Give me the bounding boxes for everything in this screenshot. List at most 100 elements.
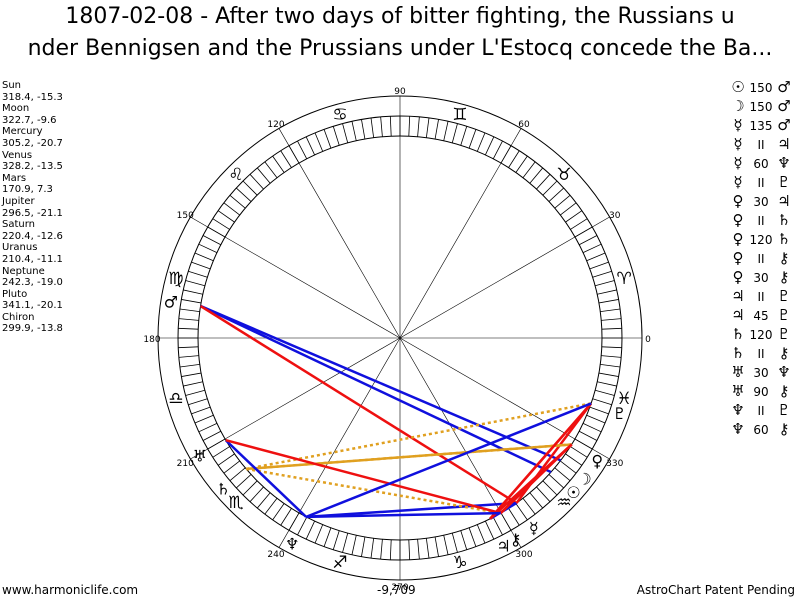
degree-label: 90 (394, 87, 406, 97)
planet-list-position: 305.2, -20.7 (2, 137, 63, 149)
degree-tick (188, 270, 208, 278)
aspect-type-label: 120 (749, 233, 773, 247)
degree-tick (332, 530, 340, 550)
degree-tick (351, 535, 357, 555)
aspect-row: ♆ 60 ⚷ (730, 420, 792, 439)
degree-tick (425, 117, 430, 138)
aspect-planet1-glyph: ♀ (732, 268, 744, 286)
degree-tick (492, 140, 503, 160)
planet-list-position: 170.9, 7.3 (2, 184, 53, 196)
aspect-line (245, 402, 592, 471)
degree-tick (536, 174, 551, 190)
degree-tick (560, 202, 577, 216)
degree-tick (223, 202, 240, 216)
aspect-type-label: 45 (753, 309, 769, 323)
degree-tick (601, 327, 622, 330)
degree-tick (242, 180, 258, 196)
aspect-row: ☉ 150 ♂ (730, 78, 792, 97)
planet-list-name: Mars (2, 172, 27, 184)
zodiac-aquarius-icon: ♒ (556, 493, 571, 513)
zodiac-pisces-icon: ♓ (616, 389, 631, 409)
degree-tick (460, 126, 468, 146)
degree-tick (183, 381, 203, 387)
degree-tick (548, 474, 564, 489)
planet-list-position: 296.5, -21.1 (2, 207, 63, 219)
aspect-planet1-glyph: ☽ (731, 97, 745, 115)
degree-tick (188, 398, 208, 406)
planet-list-name: Mercury (2, 126, 43, 138)
footer-website: www.harmoniclife.com (2, 583, 139, 597)
aspect-planet2-glyph: ⚷ (778, 268, 790, 286)
degree-tick (548, 187, 564, 202)
aspect-planet1-glyph: ♄ (731, 344, 745, 362)
degree-tick (179, 363, 200, 368)
degree-tick (425, 538, 430, 559)
degree-tick (417, 539, 420, 560)
degree-tick (217, 453, 235, 466)
aspect-line (245, 467, 501, 515)
footer-patent-note: AstroChart Patent Pending (636, 583, 795, 597)
degree-tick (198, 423, 218, 433)
degree-tick (565, 210, 583, 223)
degree-tick (223, 460, 240, 474)
aspect-type-label: 60 (753, 157, 769, 171)
moon-icon: ☽ (577, 470, 591, 489)
aspect-type-label: 120 (749, 328, 773, 342)
degree-tick (178, 355, 199, 358)
degree-tick (582, 243, 602, 253)
degree-tick (492, 516, 503, 536)
degree-tick (515, 155, 528, 173)
aspect-planet1-glyph: ☉ (731, 78, 745, 96)
spoke-line (399, 337, 610, 460)
degree-tick (600, 308, 621, 313)
zodiac-aries-icon: ♈ (616, 269, 631, 289)
degree-tick (370, 117, 375, 138)
aspect-line (224, 439, 307, 518)
degree-tick (297, 516, 308, 536)
degree-tick (314, 524, 324, 544)
degree-tick (305, 136, 315, 156)
zodiac-taurus-icon: ♉ (556, 165, 571, 185)
degree-tick (194, 414, 214, 424)
degree-tick (342, 123, 349, 143)
aspect-line (246, 443, 572, 471)
degree-tick (522, 498, 536, 515)
degree-tick (236, 187, 252, 202)
aspect-planet2-glyph: ♄ (777, 230, 791, 248)
degree-tick (451, 533, 458, 553)
zodiac-scorpio-icon: ♏ (228, 493, 243, 513)
aspect-type-label: 30 (753, 366, 769, 380)
aspect-planet1-glyph: ♅ (731, 363, 745, 381)
aspect-planet2-glyph: ⚷ (778, 420, 790, 438)
degree-tick (601, 318, 622, 321)
zodiac-libra-icon: ♎ (168, 389, 183, 409)
degree-tick (389, 539, 392, 560)
degree-tick (272, 503, 285, 521)
degree-tick (476, 524, 486, 544)
aspect-planet2-glyph: ♇ (777, 306, 791, 324)
degree-tick (179, 308, 200, 313)
degree-tick (570, 446, 588, 458)
aspect-row: ♃ 45 ♇ (730, 306, 792, 325)
degree-tick (586, 414, 606, 424)
degree-tick (280, 150, 292, 168)
aspect-planet2-glyph: ♇ (777, 287, 791, 305)
degree-tick (601, 355, 622, 358)
aspect-planet1-glyph: ♃ (731, 306, 745, 324)
degree-tick (181, 372, 202, 377)
aspect-line (489, 402, 593, 520)
pluto-icon: ♇ (612, 404, 626, 423)
venus-icon: ♀ (591, 451, 603, 470)
degree-label: 210 (177, 459, 194, 469)
aspect-row: ♀ II ♄ (730, 211, 792, 230)
degree-tick (351, 121, 357, 141)
planet-list-name: Venus (2, 149, 33, 161)
degree-tick (249, 174, 264, 190)
degree-tick (570, 218, 588, 230)
degree-tick (592, 270, 612, 278)
degree-tick (370, 538, 375, 559)
aspect-type-label: II (757, 404, 765, 418)
aspect-row: ♅ 90 ⚷ (730, 382, 792, 401)
zodiac-capricorn-icon: ♑ (452, 553, 467, 573)
